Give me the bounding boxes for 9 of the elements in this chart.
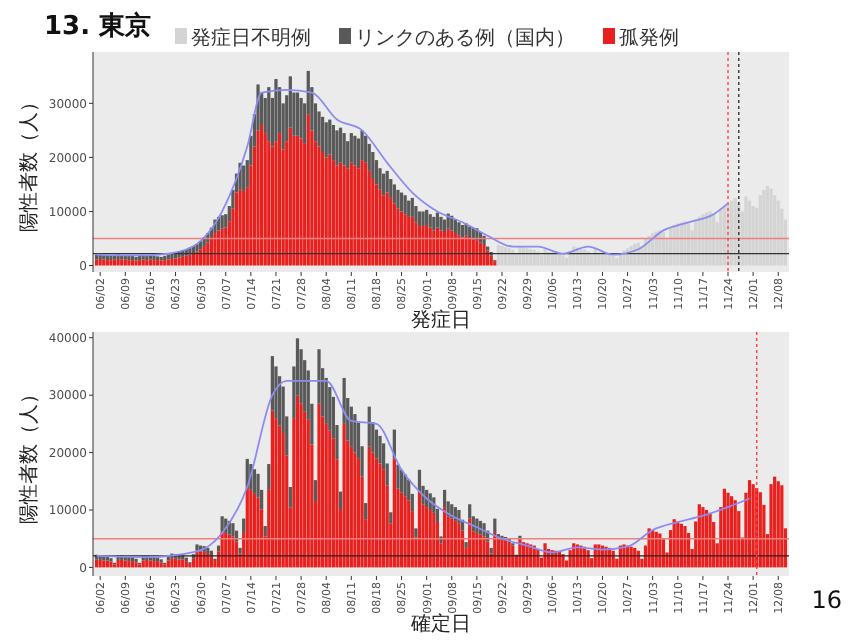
y-axis-title: 陽性者数（人）: [17, 384, 41, 524]
x-axis-title: 発症日: [411, 308, 471, 332]
chart-title: 13. 東京: [44, 10, 152, 42]
y-axis-title: 陽性者数（人）: [17, 92, 41, 232]
x-axis-title: 確定日: [409, 612, 471, 636]
legend-label: リンクのある例（国内）: [355, 26, 575, 50]
legend-label: 孤発例: [619, 26, 679, 50]
legend-label: 発症日不明例: [191, 26, 311, 50]
text: 16: [811, 586, 842, 614]
